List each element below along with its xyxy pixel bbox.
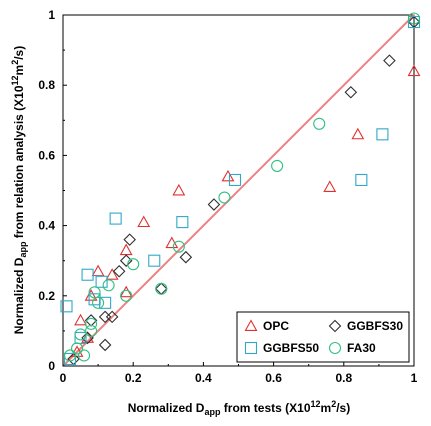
- point-ggbfs50: [99, 296, 112, 309]
- legend-box: [236, 311, 410, 363]
- legend-marker-ggbfs50: [244, 341, 258, 355]
- point-fa30: [407, 12, 421, 25]
- point-fa30: [127, 258, 140, 271]
- point-ggbfs30: [207, 198, 221, 211]
- point-ggbfs30: [344, 85, 358, 99]
- point-opc: [137, 215, 151, 228]
- point-fa30: [85, 324, 98, 337]
- point-opc: [119, 285, 133, 298]
- y-axis-label: Normalized Dapp from relation analysis (…: [10, 46, 28, 334]
- series-ggbfs50: [60, 15, 421, 366]
- point-fa30: [88, 286, 101, 299]
- point-fa30: [92, 296, 105, 309]
- point-ggbfs50: [376, 128, 389, 141]
- reference-line-y-equals-x: [62, 14, 415, 367]
- data-points: [60, 12, 421, 366]
- point-ggbfs30: [112, 264, 126, 278]
- point-ggbfs50: [81, 268, 94, 281]
- y-tick-label: 1: [48, 8, 55, 22]
- y-tick-label: 0: [48, 359, 55, 373]
- legend-marker-ggbfs30: [328, 319, 342, 333]
- y-tick-label: 0.4: [38, 219, 55, 233]
- y-tick-label: 0.6: [38, 148, 55, 162]
- legend-label-ggbfs50: GGBFS50: [263, 341, 319, 355]
- point-ggbfs50: [95, 275, 108, 288]
- point-ggbfs30: [383, 54, 396, 67]
- legend-marker-fa30: [328, 341, 342, 355]
- point-opc: [407, 64, 421, 77]
- series-ggbfs30: [67, 15, 421, 366]
- point-opc: [74, 313, 87, 326]
- point-opc: [119, 243, 133, 256]
- series-fa30: [63, 12, 421, 362]
- series-opc: [70, 64, 421, 357]
- point-fa30: [78, 349, 91, 362]
- point-ggbfs30: [123, 233, 136, 246]
- point-opc: [84, 289, 98, 301]
- point-ggbfs50: [63, 352, 77, 366]
- legend-label-opc: OPC: [263, 319, 289, 333]
- point-ggbfs50: [74, 331, 87, 344]
- reference-line-group: [62, 14, 415, 367]
- point-ggbfs30: [179, 250, 193, 264]
- point-ggbfs50: [109, 212, 122, 225]
- legend-marker-opc: [244, 319, 258, 331]
- point-fa30: [271, 159, 284, 172]
- point-ggbfs30: [98, 338, 112, 352]
- legend-label-fa30: FA30: [347, 341, 376, 355]
- point-ggbfs50: [60, 300, 73, 313]
- point-ggbfs50: [176, 216, 189, 229]
- point-fa30: [313, 117, 326, 130]
- point-opc: [105, 268, 119, 280]
- point-ggbfs30: [119, 254, 133, 267]
- x-tick-label: 0.4: [195, 371, 212, 385]
- point-ggbfs50: [148, 254, 161, 267]
- point-ggbfs50: [228, 173, 242, 187]
- y-axis-ticks: 0 0.2 0.4 0.6 0.8 1: [38, 8, 67, 373]
- point-opc: [351, 127, 365, 140]
- point-fa30: [218, 191, 231, 204]
- x-tick-label: 0.6: [265, 371, 282, 385]
- point-fa30: [155, 282, 168, 295]
- point-fa30: [74, 328, 87, 341]
- point-opc: [91, 264, 105, 277]
- x-tick-label: 0.8: [335, 371, 352, 385]
- point-ggbfs50: [407, 15, 421, 29]
- x-axis-ticks: 0 0.2 0.4 0.6 0.8 1: [60, 362, 418, 385]
- point-ggbfs30: [105, 310, 119, 324]
- y-tick-label: 0.2: [38, 289, 55, 303]
- legend-label-ggbfs30: GGBFS30: [347, 319, 403, 333]
- point-fa30: [85, 317, 98, 330]
- point-opc: [221, 169, 235, 182]
- point-ggbfs50: [355, 173, 368, 187]
- x-tick-label: 0: [60, 371, 67, 385]
- point-fa30: [102, 279, 115, 292]
- point-fa30: [70, 342, 84, 355]
- x-axis-label: Normalized Dapp from tests (X1012m2/s): [128, 399, 350, 417]
- point-fa30: [63, 349, 77, 362]
- point-fa30: [172, 240, 185, 253]
- x-tick-label: 0.2: [125, 371, 142, 385]
- point-opc: [323, 180, 337, 192]
- y-tick-label: 0.8: [38, 78, 55, 92]
- point-opc: [172, 183, 186, 196]
- legend: OPC GGBFS30 GGBFS50 FA30: [236, 311, 410, 363]
- point-fa30: [120, 289, 133, 302]
- x-tick-label: 1: [411, 371, 418, 385]
